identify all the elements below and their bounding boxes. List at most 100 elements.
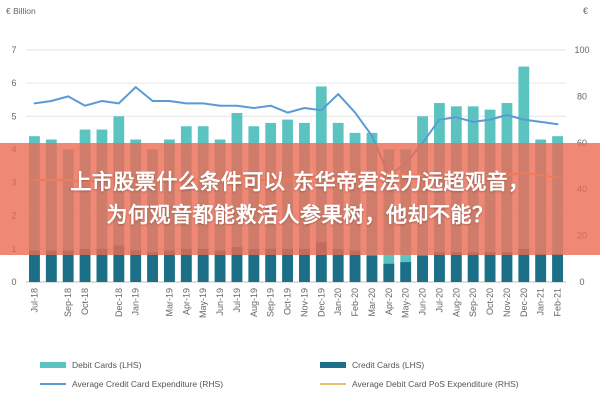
bar-credit-cards	[535, 253, 547, 282]
point-avg-credit	[101, 100, 103, 102]
x-tick-label: Oct-20	[485, 288, 495, 315]
point-avg-credit	[539, 121, 542, 123]
line-avg-credit-card-expenditure	[34, 86, 558, 177]
x-tick-label: Aug-20	[451, 288, 461, 317]
bar-credit-cards	[248, 248, 260, 282]
bar-credit-cards	[180, 248, 192, 282]
point-avg-credit	[556, 123, 559, 126]
x-tick-label: Feb-21	[553, 288, 563, 317]
legend-label-avg-credit: Average Credit Card Expenditure (RHS)	[72, 379, 224, 389]
bar-credit-cards	[332, 248, 344, 282]
point-avg-credit	[472, 121, 475, 123]
x-tick-label: Dec-20	[519, 288, 529, 317]
y-tick-right: 80	[577, 91, 587, 101]
bar-credit-cards	[62, 250, 74, 282]
legend-swatch-avg-credit	[40, 383, 66, 385]
x-tick-label: Sep-19	[266, 288, 276, 317]
x-tick-label: Jul-18	[29, 288, 39, 313]
bar-credit-cards	[79, 248, 91, 282]
point-avg-credit	[134, 86, 137, 89]
legend-label-debit: Debit Cards (LHS)	[72, 360, 142, 370]
bar-credit-cards	[518, 248, 530, 282]
bar-credit-cards	[265, 248, 277, 282]
point-avg-credit	[506, 114, 508, 116]
x-tick-label: Feb-20	[350, 288, 360, 317]
bar-credit-cards	[501, 252, 513, 282]
bar-credit-cards	[552, 253, 563, 282]
x-tick-label: Jun-20	[418, 288, 428, 316]
bar-credit-cards	[29, 250, 40, 282]
x-tick-label: Nov-19	[299, 288, 309, 317]
x-axis-ticks: Jul-18 Sep-18 Oct-18 Dec-18 Jan-19 Mar-19 Apr-…	[29, 288, 562, 318]
bar-credit-cards	[282, 248, 293, 282]
y-tick-right: 0	[579, 277, 584, 287]
point-avg-credit	[151, 100, 154, 102]
y-tick-right: 100	[574, 45, 589, 55]
x-tick-label: Jul-19	[232, 288, 242, 313]
legend-swatch-debit	[40, 362, 66, 368]
point-avg-credit	[236, 104, 238, 107]
legend-swatch-avg-debit-pos	[320, 383, 346, 385]
bar-credit-cards	[400, 262, 412, 282]
point-avg-credit	[269, 104, 272, 107]
x-tick-label: Oct-18	[80, 288, 90, 315]
x-tick-label: Aug-19	[249, 288, 259, 317]
bar-credit-cards	[96, 248, 108, 282]
bar-credit-cards	[383, 263, 395, 282]
point-avg-credit	[84, 104, 86, 107]
point-avg-credit	[67, 95, 70, 98]
point-avg-credit	[219, 104, 221, 107]
headline-line-1: 上市股票什么条件可以 东华帝君法力远超观音，	[70, 170, 530, 194]
x-tick-label: Sep-18	[63, 288, 73, 317]
y-tick-right: 60	[577, 138, 587, 148]
point-avg-credit	[354, 111, 356, 114]
x-tick-label: Dec-19	[316, 288, 326, 317]
legend-item-avg-debit-pos: Average Debit Card PoS Expenditure (RHS)	[320, 379, 519, 389]
x-tick-label: Oct-19	[283, 288, 293, 315]
legend-label-credit: Credit Cards (LHS)	[352, 360, 425, 370]
point-avg-credit	[455, 116, 458, 119]
bar-credit-cards	[349, 250, 361, 282]
chart-legend: Debit Cards (LHS) Credit Cards (LHS) Ave…	[30, 350, 590, 400]
x-tick-label: Jan-19	[131, 288, 141, 316]
y-tick-left: 7	[11, 45, 16, 55]
point-avg-credit	[168, 100, 171, 102]
bar-credit-cards	[45, 250, 57, 282]
point-avg-credit	[50, 100, 53, 102]
bar-credit-cards	[484, 252, 496, 282]
bar-credit-cards	[197, 248, 209, 282]
x-tick-label: Mar-20	[367, 288, 377, 317]
point-avg-credit	[117, 102, 120, 105]
legend-item-avg-credit: Average Credit Card Expenditure (RHS)	[40, 379, 223, 389]
point-avg-credit	[371, 134, 373, 137]
x-tick-label: Jul-20	[434, 288, 444, 313]
x-tick-label: Jan-20	[333, 288, 343, 316]
x-tick-label: Jun-19	[215, 288, 225, 316]
x-tick-label: Jan-21	[536, 288, 546, 316]
bar-credit-cards	[417, 255, 428, 282]
bar-credit-cards	[299, 248, 310, 282]
bar-credit-cards	[434, 252, 445, 282]
x-tick-label: May-19	[198, 288, 208, 318]
x-tick-label: Apr-19	[181, 288, 191, 315]
x-tick-label: Dec-18	[114, 288, 124, 317]
left-axis-units: € Billion	[6, 6, 36, 16]
y-tick-left: 6	[11, 78, 16, 88]
headline-overlay: 上市股票什么条件可以 东华帝君法力远超观音， 为何观音都能救活人参果树，他却不能…	[0, 143, 600, 255]
legend-item-debit-cards: Debit Cards (LHS)	[40, 360, 141, 370]
bar-credit-cards	[130, 250, 142, 282]
y-tick-left: 5	[11, 111, 16, 121]
point-avg-credit	[337, 93, 340, 95]
x-tick-label: Apr-20	[384, 288, 394, 315]
point-avg-credit	[320, 109, 323, 112]
x-tick-label: Mar-19	[164, 288, 174, 317]
legend-item-credit-cards: Credit Cards (LHS)	[320, 360, 424, 370]
point-avg-credit	[185, 102, 188, 105]
point-avg-credit	[286, 111, 289, 114]
bar-credit-cards	[113, 245, 125, 282]
bar-credit-cards	[214, 250, 226, 282]
x-tick-label: Sep-20	[468, 288, 478, 317]
legend-swatch-credit	[320, 362, 346, 368]
point-avg-credit	[489, 118, 491, 121]
headline-line-2: 为何观音都能救活人参果树，他却不能？	[106, 203, 494, 227]
